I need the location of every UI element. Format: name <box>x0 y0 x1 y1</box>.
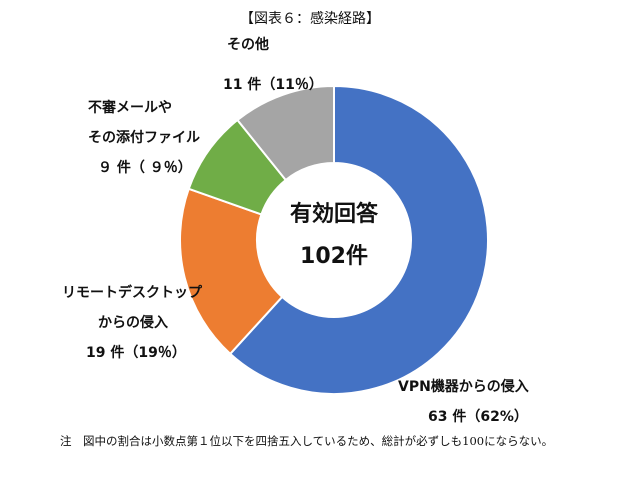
label-mail-count: ９ 件（ ９％） <box>98 160 192 176</box>
label-other: その他 11 件（11％） <box>223 30 323 100</box>
label-mail: 不審メールや その添付ファイル ９ 件（ ９％） <box>88 93 200 183</box>
donut-slice-3 <box>236 84 335 182</box>
label-vpn-count: 63 件（62%） <box>428 409 528 425</box>
label-rdp-count: 19 件（19％） <box>86 345 186 361</box>
label-vpn: VPN機器からの侵入 63 件（62%） <box>398 372 529 432</box>
label-rdp-name-2: からの侵入 <box>98 315 168 331</box>
center-label-total: 102件 <box>300 244 368 269</box>
donut-slice-1 <box>179 187 284 356</box>
footnote: 注 図中の割合は小数点第１位以下を四捨五入しているため、総計が必ずしも100にな… <box>60 434 554 448</box>
label-mail-name-1: 不審メールや <box>88 100 172 116</box>
label-other-name: その他 <box>227 37 269 53</box>
label-rdp: リモートデスクトップ からの侵入 19 件（19％） <box>62 278 202 368</box>
chart-title: 【図表６：感染経路】 <box>240 11 380 27</box>
center-label-title: 有効回答 <box>289 202 378 227</box>
label-rdp-name-1: リモートデスクトップ <box>62 285 202 301</box>
label-vpn-name: VPN機器からの侵入 <box>398 379 529 395</box>
donut-slice-0 <box>228 84 489 395</box>
center-label: 有効回答 102件 <box>244 200 424 272</box>
label-other-count: 11 件（11％） <box>223 77 323 93</box>
label-mail-name-2: その添付ファイル <box>88 130 200 146</box>
